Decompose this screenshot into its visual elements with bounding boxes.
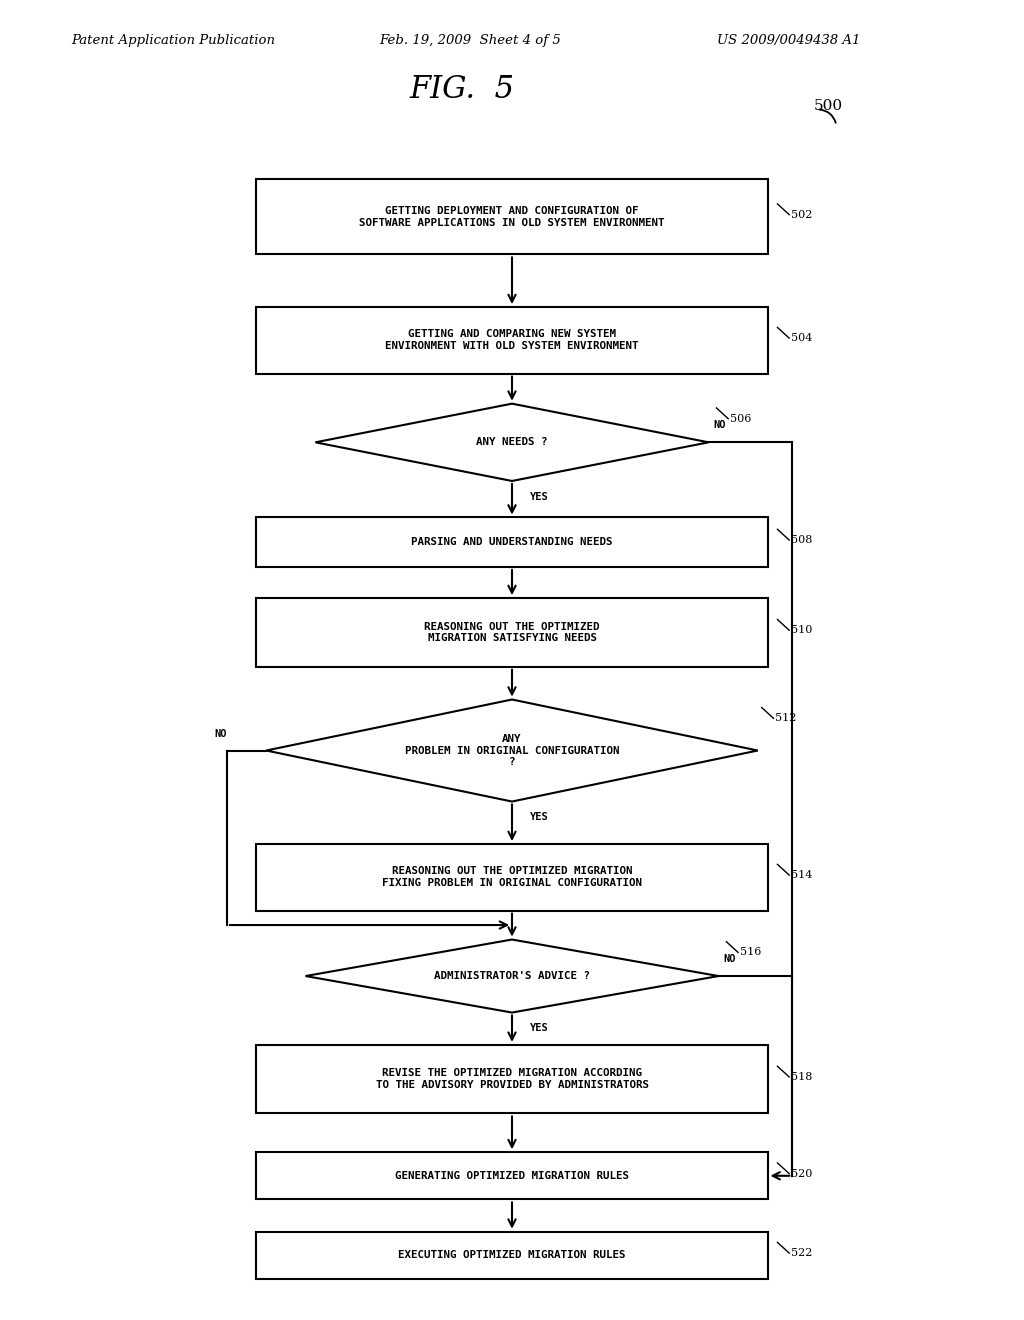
Text: 514: 514 (792, 870, 813, 880)
Text: 512: 512 (775, 713, 797, 723)
Text: NO: NO (214, 729, 227, 739)
FancyBboxPatch shape (256, 1044, 768, 1114)
Text: 522: 522 (792, 1249, 813, 1258)
Text: 506: 506 (730, 413, 752, 424)
Text: YES: YES (529, 812, 549, 822)
Text: ANY NEEDS ?: ANY NEEDS ? (476, 437, 548, 447)
FancyBboxPatch shape (256, 1152, 768, 1200)
Text: REVISE THE OPTIMIZED MIGRATION ACCORDING
TO THE ADVISORY PROVIDED BY ADMINISTRAT: REVISE THE OPTIMIZED MIGRATION ACCORDING… (376, 1068, 648, 1090)
Text: ADMINISTRATOR'S ADVICE ?: ADMINISTRATOR'S ADVICE ? (434, 972, 590, 981)
Text: NO: NO (723, 954, 736, 964)
FancyBboxPatch shape (256, 180, 768, 255)
Text: GETTING DEPLOYMENT AND CONFIGURATION OF
SOFTWARE APPLICATIONS IN OLD SYSTEM ENVI: GETTING DEPLOYMENT AND CONFIGURATION OF … (359, 206, 665, 227)
Text: 516: 516 (740, 948, 762, 957)
FancyBboxPatch shape (256, 1232, 768, 1279)
Text: GENERATING OPTIMIZED MIGRATION RULES: GENERATING OPTIMIZED MIGRATION RULES (395, 1171, 629, 1181)
Text: 504: 504 (792, 333, 813, 343)
Text: YES: YES (529, 492, 549, 502)
Text: Patent Application Publication: Patent Application Publication (72, 34, 275, 48)
Text: GETTING AND COMPARING NEW SYSTEM
ENVIRONMENT WITH OLD SYSTEM ENVIRONMENT: GETTING AND COMPARING NEW SYSTEM ENVIRON… (385, 330, 639, 351)
Polygon shape (266, 700, 758, 801)
Text: US 2009/0049438 A1: US 2009/0049438 A1 (717, 34, 860, 48)
Text: 520: 520 (792, 1168, 813, 1179)
Text: 500: 500 (814, 99, 843, 114)
Text: 502: 502 (792, 210, 813, 219)
Text: REASONING OUT THE OPTIMIZED
MIGRATION SATISFYING NEEDS: REASONING OUT THE OPTIMIZED MIGRATION SA… (424, 622, 600, 643)
Text: FIG.  5: FIG. 5 (410, 74, 515, 104)
FancyBboxPatch shape (256, 598, 768, 667)
Text: EXECUTING OPTIMIZED MIGRATION RULES: EXECUTING OPTIMIZED MIGRATION RULES (398, 1250, 626, 1261)
Text: Feb. 19, 2009  Sheet 4 of 5: Feb. 19, 2009 Sheet 4 of 5 (379, 34, 560, 48)
Polygon shape (305, 940, 719, 1012)
Text: 508: 508 (792, 535, 813, 545)
Text: ANY
PROBLEM IN ORIGINAL CONFIGURATION
?: ANY PROBLEM IN ORIGINAL CONFIGURATION ? (404, 734, 620, 767)
Text: NO: NO (714, 420, 726, 430)
Text: 510: 510 (792, 626, 813, 635)
Text: PARSING AND UNDERSTANDING NEEDS: PARSING AND UNDERSTANDING NEEDS (412, 537, 612, 548)
Polygon shape (315, 404, 709, 480)
Text: YES: YES (529, 1023, 549, 1034)
FancyBboxPatch shape (256, 517, 768, 566)
FancyBboxPatch shape (256, 308, 768, 374)
Text: 518: 518 (792, 1072, 813, 1082)
FancyBboxPatch shape (256, 843, 768, 911)
Text: REASONING OUT THE OPTIMIZED MIGRATION
FIXING PROBLEM IN ORIGINAL CONFIGURATION: REASONING OUT THE OPTIMIZED MIGRATION FI… (382, 866, 642, 888)
